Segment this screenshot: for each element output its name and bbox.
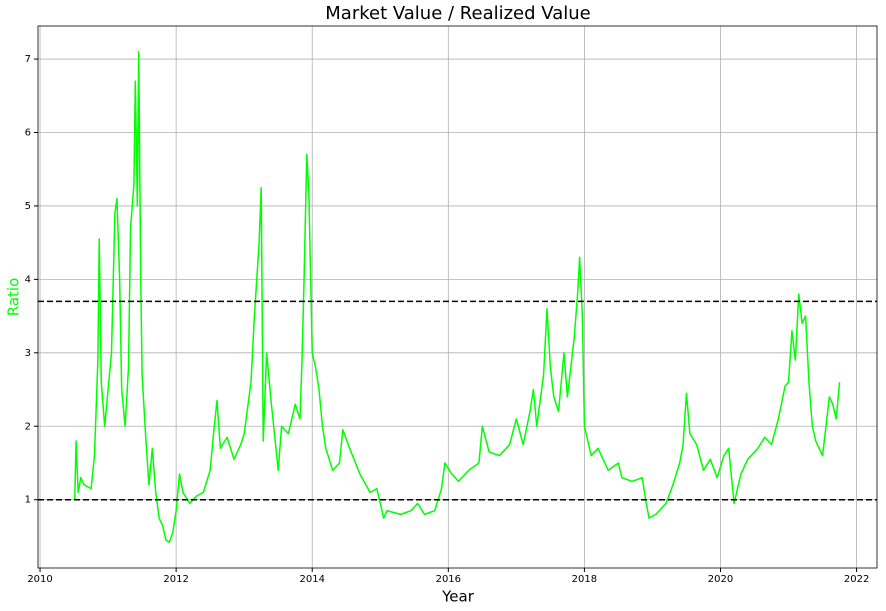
y-tick-label: 4 <box>25 274 31 285</box>
y-tick-label: 1 <box>25 495 31 506</box>
y-tick-label: 5 <box>25 201 31 212</box>
x-tick-label: 2012 <box>163 574 188 585</box>
data-line <box>73 50 841 544</box>
x-tick-label: 2010 <box>27 574 52 585</box>
y-tick-label: 6 <box>25 127 31 138</box>
y-tick-label: 3 <box>25 348 31 359</box>
chart-title: Market Value / Realized Value <box>325 3 590 24</box>
x-tick-label: 2018 <box>572 574 597 585</box>
x-tick-label: 2016 <box>436 574 461 585</box>
x-axis-label: Year <box>441 588 475 606</box>
x-tick-label: 2020 <box>708 574 733 585</box>
y-tick-label: 7 <box>25 54 31 65</box>
x-tick-label: 2014 <box>299 574 324 585</box>
plot-frame <box>37 25 878 569</box>
x-tick-label: 2022 <box>844 574 869 585</box>
y-axis-label: Ratio <box>5 278 23 317</box>
y-tick-label: 2 <box>25 421 31 432</box>
